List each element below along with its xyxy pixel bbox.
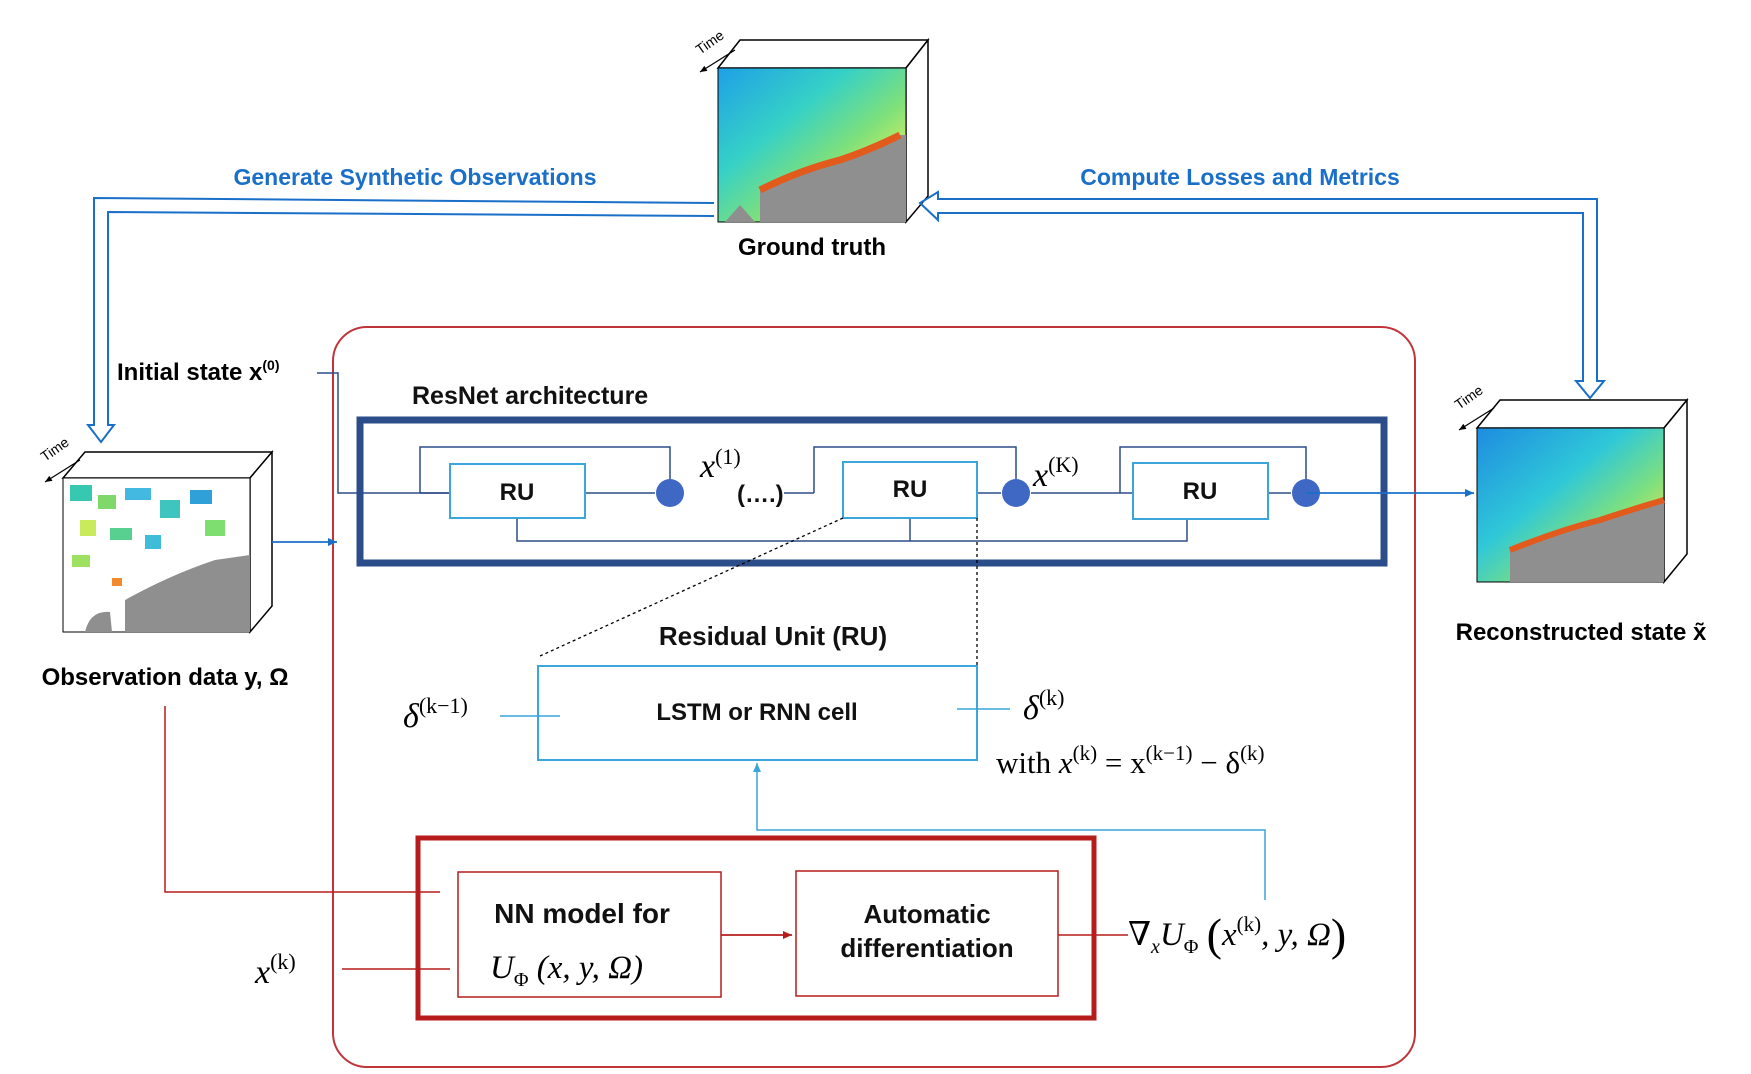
- autodiff-line2: differentiation: [840, 933, 1013, 963]
- ru-box-1[interactable]: [449, 463, 586, 519]
- observation-cube: [61, 449, 274, 635]
- zoom-line-left: [539, 517, 844, 657]
- ground-truth-cube: [716, 37, 930, 225]
- update-equation: with x(k) = x(k−1) − δ(k): [996, 741, 1265, 780]
- resnet-title: ResNet architecture: [412, 382, 648, 410]
- sum-node-2: [1002, 479, 1030, 507]
- resnet-frame: [356, 416, 1388, 567]
- autodiff-line1: Automatic: [863, 899, 990, 929]
- ru-label-2: RU: [893, 476, 928, 503]
- resnet-wires: [419, 446, 1307, 542]
- nn-model-formula: UΦ (x, y, Ω): [490, 950, 643, 991]
- ground-truth-label: Ground truth: [738, 234, 886, 261]
- residual-unit-title: Residual Unit (RU): [659, 621, 887, 651]
- delta-in-label: δ(k−1): [403, 693, 468, 735]
- ru-label-1: RU: [500, 479, 535, 506]
- time-arrow-obs: [44, 459, 81, 483]
- generate-observations-arrow: [85, 196, 715, 444]
- nn-frame: [415, 835, 1097, 1021]
- initial-state-wire: [317, 372, 450, 494]
- sum-node-1: [656, 479, 684, 507]
- main-frame: [332, 326, 1416, 1068]
- gradient-feedback-wire: [753, 763, 1266, 900]
- observation-label: Observation data y, Ω: [42, 664, 289, 691]
- lstm-cell-box[interactable]: [537, 665, 978, 761]
- ellipsis-label: (….): [737, 481, 784, 508]
- ru-label-3: RU: [1183, 478, 1218, 505]
- initial-state-label: Initial state x(0): [117, 357, 280, 386]
- x1-label: x(1): [699, 444, 741, 485]
- nn-model-box[interactable]: [457, 871, 722, 998]
- reconstructed-cube: [1475, 397, 1689, 585]
- lstm-cell-label: LSTM or RNN cell: [656, 699, 857, 726]
- compute-losses-arrow: [918, 190, 1607, 400]
- time-label-obs: Time: [38, 434, 72, 465]
- reconstructed-label: Reconstructed state x̃: [1456, 619, 1707, 646]
- compute-losses-label: Compute Losses and Metrics: [1080, 164, 1400, 190]
- time-arrow-gt: [699, 49, 736, 73]
- xK-label: x(K): [1032, 452, 1079, 494]
- time-label-rec: Time: [1452, 382, 1486, 413]
- gradient-formula: ∇xUΦ (x(k), y, Ω): [1128, 909, 1346, 960]
- nn-model-title: NN model for: [494, 898, 670, 929]
- delta-out-label: δ(k): [1023, 685, 1064, 727]
- time-arrow-rec: [1458, 407, 1495, 431]
- time-label-gt: Time: [693, 27, 727, 58]
- ru-box-2[interactable]: [842, 461, 978, 519]
- ru-box-3[interactable]: [1132, 462, 1269, 520]
- xk-input-label: x(k): [254, 949, 296, 991]
- obs-to-nn-wire: [164, 706, 440, 893]
- autodiff-box[interactable]: [795, 870, 1059, 997]
- generate-observations-label: Generate Synthetic Observations: [233, 164, 596, 190]
